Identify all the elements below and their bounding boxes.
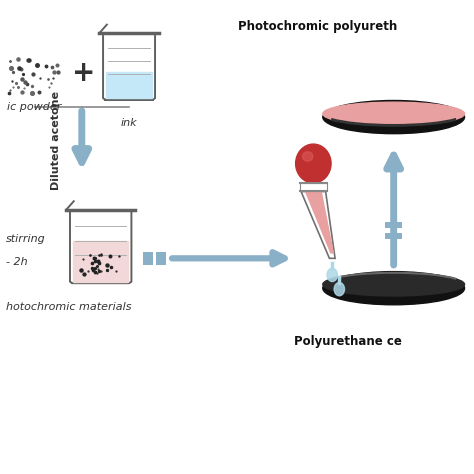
Ellipse shape: [302, 152, 313, 161]
Text: ic powder: ic powder: [8, 102, 62, 112]
Text: Diluted acetone: Diluted acetone: [51, 91, 61, 190]
Ellipse shape: [323, 100, 465, 134]
Ellipse shape: [323, 102, 465, 126]
Text: stirring: stirring: [6, 234, 46, 244]
Text: - 2h: - 2h: [6, 257, 28, 267]
Polygon shape: [305, 191, 334, 254]
Text: ink: ink: [121, 118, 137, 128]
Ellipse shape: [296, 144, 331, 183]
FancyBboxPatch shape: [385, 233, 402, 239]
Text: Photochromic polyureth: Photochromic polyureth: [238, 19, 397, 33]
Ellipse shape: [323, 273, 465, 296]
FancyBboxPatch shape: [156, 252, 166, 265]
Ellipse shape: [327, 268, 337, 282]
Ellipse shape: [334, 283, 345, 296]
Text: hotochromic materials: hotochromic materials: [6, 302, 132, 312]
FancyBboxPatch shape: [300, 183, 327, 191]
Polygon shape: [73, 241, 128, 282]
Text: +: +: [73, 59, 96, 88]
Polygon shape: [106, 72, 152, 98]
Polygon shape: [301, 191, 335, 258]
FancyBboxPatch shape: [385, 222, 402, 228]
Ellipse shape: [323, 272, 465, 305]
Text: Polyurethane ce: Polyurethane ce: [294, 335, 402, 348]
FancyBboxPatch shape: [143, 252, 153, 265]
